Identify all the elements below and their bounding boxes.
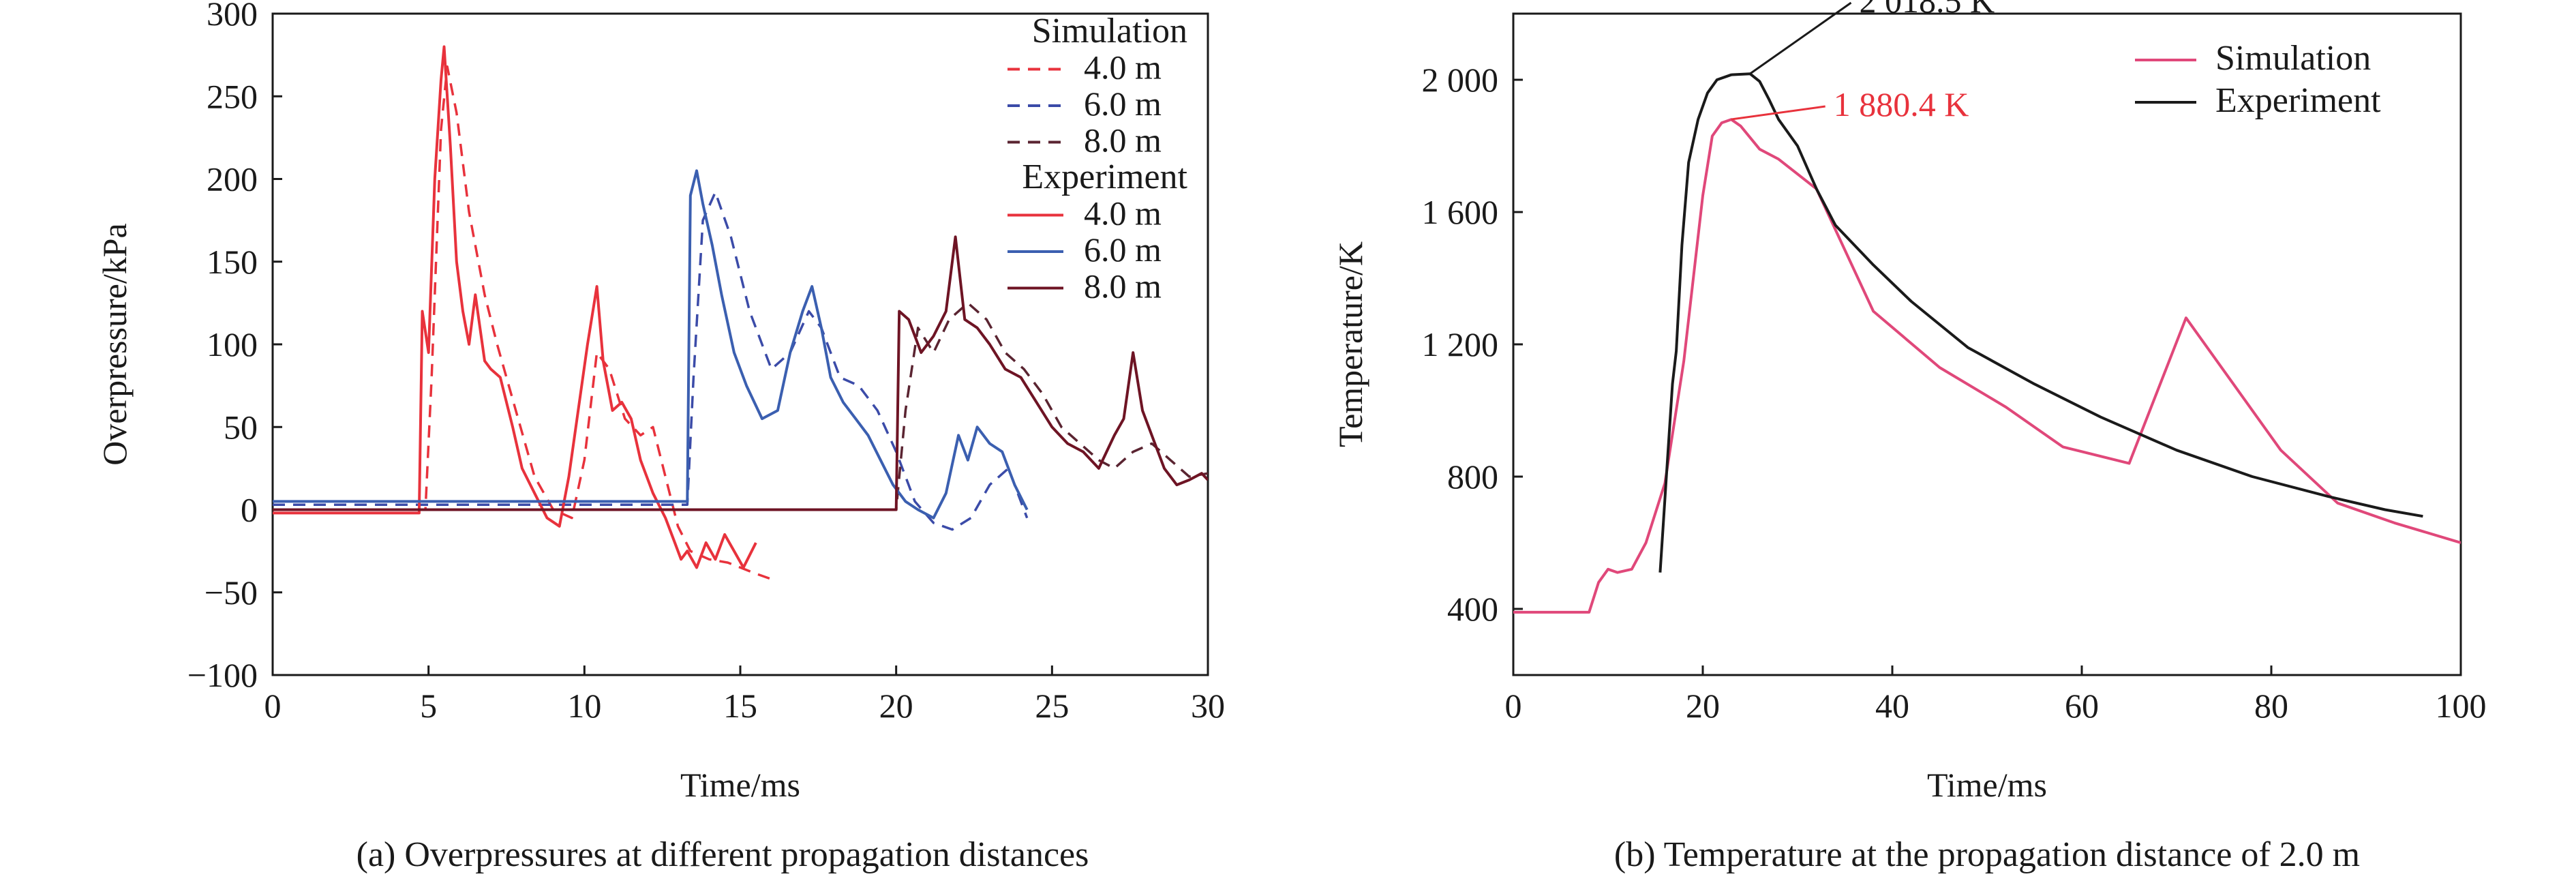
x-tick-label: 0 [1505,687,1522,725]
simulation-4-0-m-series-line [273,65,772,581]
legend-entry-label: 4.0 m [1084,194,1162,233]
y-tick-label: 300 [207,0,258,33]
annotation-label: 1 880.4 K [1834,85,1969,123]
x-tick-label: 10 [567,687,601,725]
y-tick-label: −100 [187,656,258,694]
chart-caption: (a) Overpressures at different propagati… [357,835,1089,874]
legend-entry-label: Simulation [2215,39,2371,78]
y-axis-label: Overpressure/kPa [95,223,134,465]
annotation-leader-line [1731,105,1825,121]
x-tick-label: 40 [1875,687,1909,725]
x-tick-label: 5 [420,687,437,725]
y-tick-label: 100 [207,325,258,363]
chart-panel-a: 0 5 10 15 20 25 30 −100 −50 0 50 100 150 200 250 300 Tim… [95,0,1225,874]
experiment-8-0-m-series-line [273,235,1208,511]
x-tick-label: 60 [2065,687,2099,725]
simulation-6-0-m-series-line [273,191,1029,531]
y-tick-label: 250 [207,77,258,115]
legend-entry-label: 8.0 m [1084,267,1162,305]
x-tick-label: 80 [2254,687,2288,725]
legend-group-title: Simulation [1032,12,1187,50]
chart-caption: (b) Temperature at the propagation dista… [1614,835,2360,874]
simulation-8-0-m-series-line [273,301,1208,511]
y-tick-label: 2 000 [1422,61,1499,99]
y-tick-label: 1 200 [1422,325,1499,363]
legend-group-title: Experiment [1022,158,1187,196]
legend-entry-label: 4.0 m [1084,48,1162,87]
experiment-4-0-m-series-line [273,45,757,569]
annotation-leader-line [1749,1,1852,75]
y-tick-label: 50 [224,408,258,446]
x-tick-label: 25 [1035,687,1069,725]
experiment-6-0-m-series-line [273,169,1029,520]
x-tick-label: 20 [1686,687,1720,725]
y-tick-label: 200 [207,160,258,198]
legend-entry-label: 6.0 m [1084,85,1162,123]
experiment-series-line [1658,72,2423,573]
x-tick-label: 30 [1191,687,1225,725]
y-tick-label: 400 [1447,590,1498,628]
plot-frame [271,12,1209,676]
y-tick-label: 800 [1447,458,1498,496]
y-tick-label: −50 [204,573,258,612]
x-tick-label: 0 [264,687,282,725]
y-tick-label: 0 [241,491,258,529]
simulation-series-line [1513,118,2461,614]
x-axis-label: Time/ms [680,766,800,804]
x-tick-label: 20 [879,687,913,725]
annotation-label: 2 018.5 K [1860,0,1995,20]
legend-entry-label: 8.0 m [1084,121,1162,160]
legend-entry-label: Experiment [2215,81,2381,120]
chart-panel-b: 0 20 40 60 80 100 400 800 1 200 1 600 2 000 Time/ms… [1331,0,2487,874]
y-tick-label: 150 [207,243,258,281]
x-axis-label: Time/ms [1927,766,2047,804]
x-tick-label: 15 [723,687,757,725]
x-tick-label: 100 [2436,687,2487,725]
y-tick-label: 1 600 [1422,193,1499,231]
y-axis-label: Temperature/K [1331,241,1369,447]
legend-entry-label: 6.0 m [1084,230,1162,269]
